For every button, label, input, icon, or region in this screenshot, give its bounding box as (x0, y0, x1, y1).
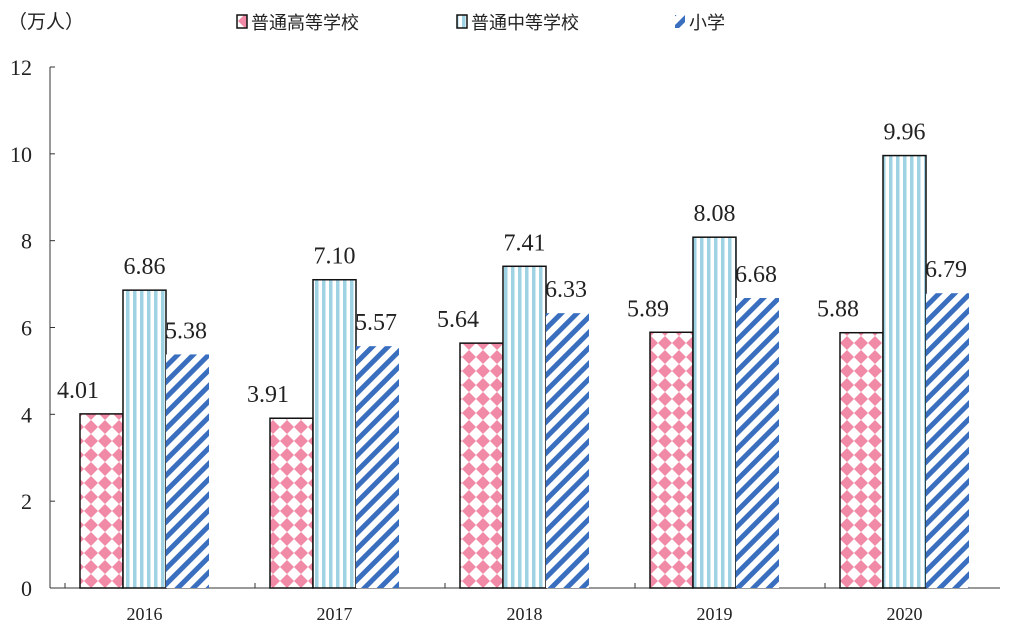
legend-swatch (675, 15, 685, 28)
bar-小学-2019 (736, 297, 779, 588)
data-label: 8.08 (694, 201, 736, 227)
bar-普通高等学校-2017 (269, 417, 314, 589)
data-label: 5.38 (165, 318, 207, 344)
legend: 普通高等学校 普通中等学校 小学 (236, 13, 725, 33)
bar-小学-2016 (166, 354, 209, 588)
legend-label: 小学 (689, 13, 725, 33)
bar-普通中等学校-2017 (312, 278, 357, 589)
bars: 4.01 6.86 5.38 3.91 7.10 5.57 5.64 7.41 6.33 5.89… (57, 120, 969, 589)
bar-普通中等学校-2020 (882, 154, 927, 589)
bar-普通中等学校-2016 (122, 289, 167, 589)
y-axis-unit: （万人） (8, 11, 84, 33)
y-tick-label: 12 (10, 55, 32, 80)
bar-小学-2017 (356, 346, 399, 588)
bar-普通高等学校-2018 (459, 342, 504, 589)
x-tick-label: 2019 (697, 604, 733, 624)
data-label: 7.41 (504, 230, 546, 256)
y-tick-label: 0 (21, 576, 32, 601)
bar-小学-2018 (546, 313, 589, 588)
legend-swatch (236, 14, 248, 29)
data-label: 9.96 (884, 120, 926, 146)
data-label: 6.79 (925, 257, 967, 283)
bar-普通中等学校-2019 (692, 236, 737, 589)
data-label: 6.68 (735, 262, 777, 288)
x-tick-label: 2016 (127, 604, 163, 624)
legend-label: 普通中等学校 (471, 13, 579, 33)
x-tick-label: 2020 (887, 604, 923, 624)
axes: 0 2 4 6 8 10 12 2016 2017 2018 2019 2020 (10, 55, 1000, 624)
y-tick-label: 4 (21, 402, 32, 427)
data-label: 4.01 (57, 378, 99, 404)
x-tick-label: 2018 (507, 604, 543, 624)
y-tick-label: 8 (21, 229, 32, 254)
bar-普通中等学校-2018 (502, 265, 547, 589)
data-label: 5.64 (437, 307, 479, 333)
legend-swatch (456, 14, 468, 29)
data-label: 6.86 (124, 254, 166, 280)
y-tick-label: 10 (10, 142, 32, 167)
bar-普通高等学校-2016 (79, 413, 124, 589)
x-tick-label: 2017 (317, 604, 353, 624)
data-label: 3.91 (247, 382, 289, 408)
data-label: 5.57 (355, 310, 397, 336)
data-label: 5.88 (817, 297, 859, 323)
data-label: 7.10 (314, 244, 356, 270)
y-tick-label: 2 (21, 489, 32, 514)
data-label: 5.89 (627, 296, 669, 322)
legend-label: 普通高等学校 (251, 13, 359, 33)
bar-普通高等学校-2020 (839, 331, 884, 589)
y-tick-label: 6 (21, 316, 32, 341)
data-label: 6.33 (545, 277, 587, 303)
bar-小学-2020 (926, 293, 969, 588)
bar-普通高等学校-2019 (649, 331, 694, 589)
